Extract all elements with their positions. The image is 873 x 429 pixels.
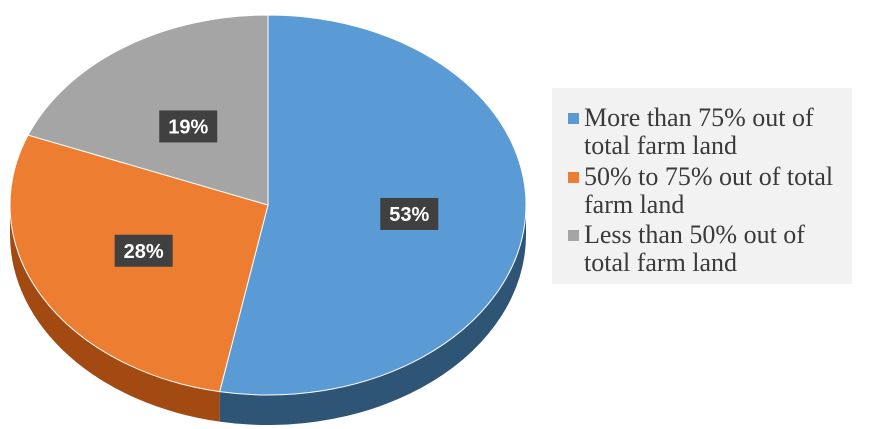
legend-label-more-than-75: More than 75% out of total farm land — [584, 103, 814, 160]
legend-item-more-than-75: More than 75% out of total farm land — [568, 104, 852, 160]
data-label-less-than-50-out-of-total-farm-land: 19% — [168, 116, 208, 138]
chart-legend: More than 75% out of total farm land 50%… — [552, 88, 852, 284]
legend-label-50-to-75: 50% to 75% out of total farm land — [584, 162, 834, 219]
legend-swatch-more-than-75 — [568, 113, 579, 124]
pie-side-more-than-75-out-of-total-farm-land — [219, 205, 526, 426]
pie-side-50-to-75-out-of-total-farm-land — [10, 205, 220, 422]
data-label-box-less-than-50-out-of-total-farm-land — [159, 110, 218, 143]
pie-side-group — [10, 205, 526, 426]
legend-swatch-50-to-75 — [568, 172, 579, 183]
data-label-box-more-than-75-out-of-total-farm-land — [380, 197, 439, 230]
legend-item-50-to-75: 50% to 75% out of total farm land — [568, 163, 852, 219]
data-label-more-than-75-out-of-total-farm-land: 53% — [389, 204, 429, 226]
legend-swatch-less-than-50 — [568, 230, 579, 241]
pie-top-group — [9, 14, 527, 396]
pie-label-group: 53% 28% 19% — [114, 110, 439, 267]
legend-item-less-than-50: Less than 50% out of total farm land — [568, 221, 852, 277]
data-label-box-50-to-75-out-of-total-farm-land — [114, 234, 173, 267]
pie-slice-more-than-75-out-of-total-farm-land — [219, 14, 527, 396]
data-label-50-to-75-out-of-total-farm-land: 28% — [124, 241, 164, 263]
pie-slice-less-than-50-out-of-total-farm-land — [27, 14, 269, 206]
legend-label-less-than-50: Less than 50% out of total farm land — [584, 220, 805, 277]
